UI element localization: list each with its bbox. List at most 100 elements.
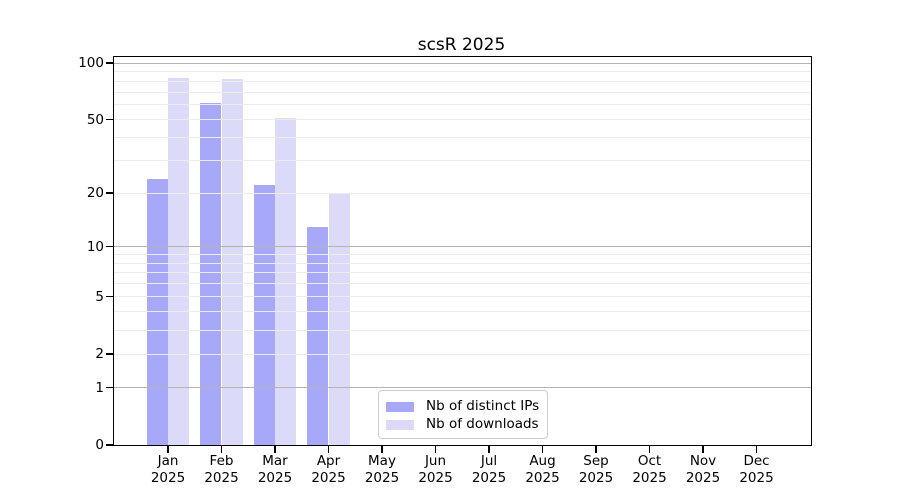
year-label: 2025	[364, 469, 400, 486]
plot-area: 100 50 20 10 5 2 1 0 Jan 2025 Feb 2025 Mar 2025 Apr 202…	[78, 55, 812, 486]
gridlines-layer	[114, 57, 811, 445]
year-label: 2025	[471, 469, 507, 486]
x-tick-feb	[220, 446, 223, 453]
gridline-minor-y7	[114, 272, 811, 274]
legend-label: Nb of distinct IPs	[426, 397, 540, 414]
month-label: May	[368, 453, 396, 469]
year-label: 2025	[150, 469, 186, 486]
legend-swatch-icon	[386, 401, 414, 412]
gridline-minor-y8	[114, 262, 811, 264]
x-tick-jun	[434, 446, 437, 453]
y-tick-5	[105, 296, 113, 298]
year-label: 2025	[525, 469, 560, 486]
month-label: Nov	[689, 453, 717, 469]
month-label: Jul	[480, 453, 498, 469]
gridline-minor-y9	[114, 253, 811, 255]
month-label: Apr	[316, 453, 341, 469]
bar-distinct-ips-mar	[253, 185, 275, 445]
legend: Nb of distinct IPs Nb of downloads	[378, 390, 548, 439]
y-tick-2	[105, 353, 113, 355]
y-tick-1	[105, 386, 113, 389]
year-label: 2025	[632, 469, 667, 486]
x-tick-nov	[702, 446, 704, 453]
month-label: Feb	[209, 453, 234, 469]
bar-downloads-feb	[221, 79, 243, 445]
gridline-minor-y5	[114, 296, 811, 298]
x-tick-label-jun: Jun 2025	[404, 453, 468, 486]
y-tick-label-0: 0	[95, 437, 104, 453]
gridline-minor-y50	[114, 119, 811, 121]
month-label: Oct	[637, 453, 662, 469]
y-tick-10	[105, 245, 113, 248]
y-tick-50	[105, 118, 113, 121]
axes-layer: 100 50 20 10 5 2 1 0 Jan 2025 Feb 2025 Mar 2025 Apr 202…	[78, 55, 811, 486]
year-label: 2025	[739, 469, 774, 486]
legend-swatch-icon	[386, 419, 414, 430]
bar-downloads-apr	[328, 193, 350, 445]
y-tick-label-20: 20	[86, 185, 104, 201]
gridline-major-y1	[114, 387, 811, 389]
year-label: 2025	[578, 469, 614, 486]
gridline-minor-y80	[114, 80, 811, 82]
y-tick-label-5: 5	[95, 288, 104, 305]
x-tick-may	[381, 446, 383, 453]
y-tick-label-100: 100	[78, 55, 104, 71]
year-label: 2025	[418, 469, 453, 486]
gridline-major-y100	[114, 62, 811, 64]
x-tick-dec	[755, 446, 758, 453]
x-tick-sep	[595, 446, 597, 453]
gridline-minor-y90	[114, 71, 811, 73]
x-tick-label-sep: Sep 2025	[564, 453, 628, 486]
x-tick-label-aug: Aug 2025	[511, 453, 575, 486]
y-tick-20	[105, 192, 113, 194]
year-label: 2025	[204, 469, 239, 486]
gridline-minor-y30	[114, 160, 811, 162]
bar-distinct-ips-apr	[307, 226, 329, 445]
x-tick-label-may: May 2025	[350, 453, 414, 486]
gridline-minor-y2	[114, 353, 811, 355]
x-tick-label-nov: Nov 2025	[671, 453, 735, 486]
x-tick-label-dec: Dec 2025	[725, 453, 789, 486]
legend-row-downloads: Nb of downloads	[386, 415, 539, 432]
x-tick-label-mar: Mar 2025	[243, 453, 307, 486]
month-label: Mar	[262, 453, 288, 469]
year-label: 2025	[685, 469, 721, 486]
bars-layer	[114, 57, 811, 445]
y-tick-label-2: 2	[95, 346, 104, 363]
x-tick-label-apr: Apr 2025	[297, 453, 361, 486]
x-tick-jan	[167, 446, 169, 453]
gridline-major-y10	[114, 246, 811, 248]
legend-label: Nb of downloads	[426, 415, 539, 432]
x-tick-mar	[274, 446, 276, 453]
x-tick-label-jul: Jul 2025	[457, 453, 521, 486]
x-tick-label-jan: Jan 2025	[136, 453, 200, 486]
y-tick-label-1: 1	[95, 379, 104, 396]
month-label: Jun	[424, 453, 447, 469]
gridline-minor-y40	[114, 137, 811, 139]
gridline-minor-y3	[114, 329, 811, 331]
gridline-minor-y4	[114, 311, 811, 313]
bar-downloads-mar	[275, 117, 297, 445]
chart-title: scsR 2025	[417, 35, 506, 55]
legend-row-distinct-ips: Nb of distinct IPs	[386, 397, 540, 414]
x-tick-oct	[648, 446, 651, 453]
month-label: Dec	[743, 453, 770, 469]
month-label: Jan	[157, 453, 179, 469]
month-label: Aug	[529, 453, 556, 469]
x-tick-label-feb: Feb 2025	[190, 453, 254, 486]
x-tick-aug	[541, 446, 544, 453]
x-tick-jul	[488, 446, 490, 453]
x-tick-label-oct: Oct 2025	[618, 453, 682, 486]
year-label: 2025	[311, 469, 346, 486]
gridline-minor-y60	[114, 104, 811, 106]
gridline-minor-y70	[114, 91, 811, 93]
bar-downloads-jan	[168, 78, 190, 445]
gridline-minor-y6	[114, 283, 811, 285]
x-tick-apr	[327, 446, 330, 453]
month-label: Sep	[583, 453, 609, 469]
y-tick-100	[105, 62, 113, 64]
gridline-minor-y20	[114, 192, 811, 194]
year-label: 2025	[257, 469, 293, 486]
y-tick-0	[105, 444, 113, 446]
